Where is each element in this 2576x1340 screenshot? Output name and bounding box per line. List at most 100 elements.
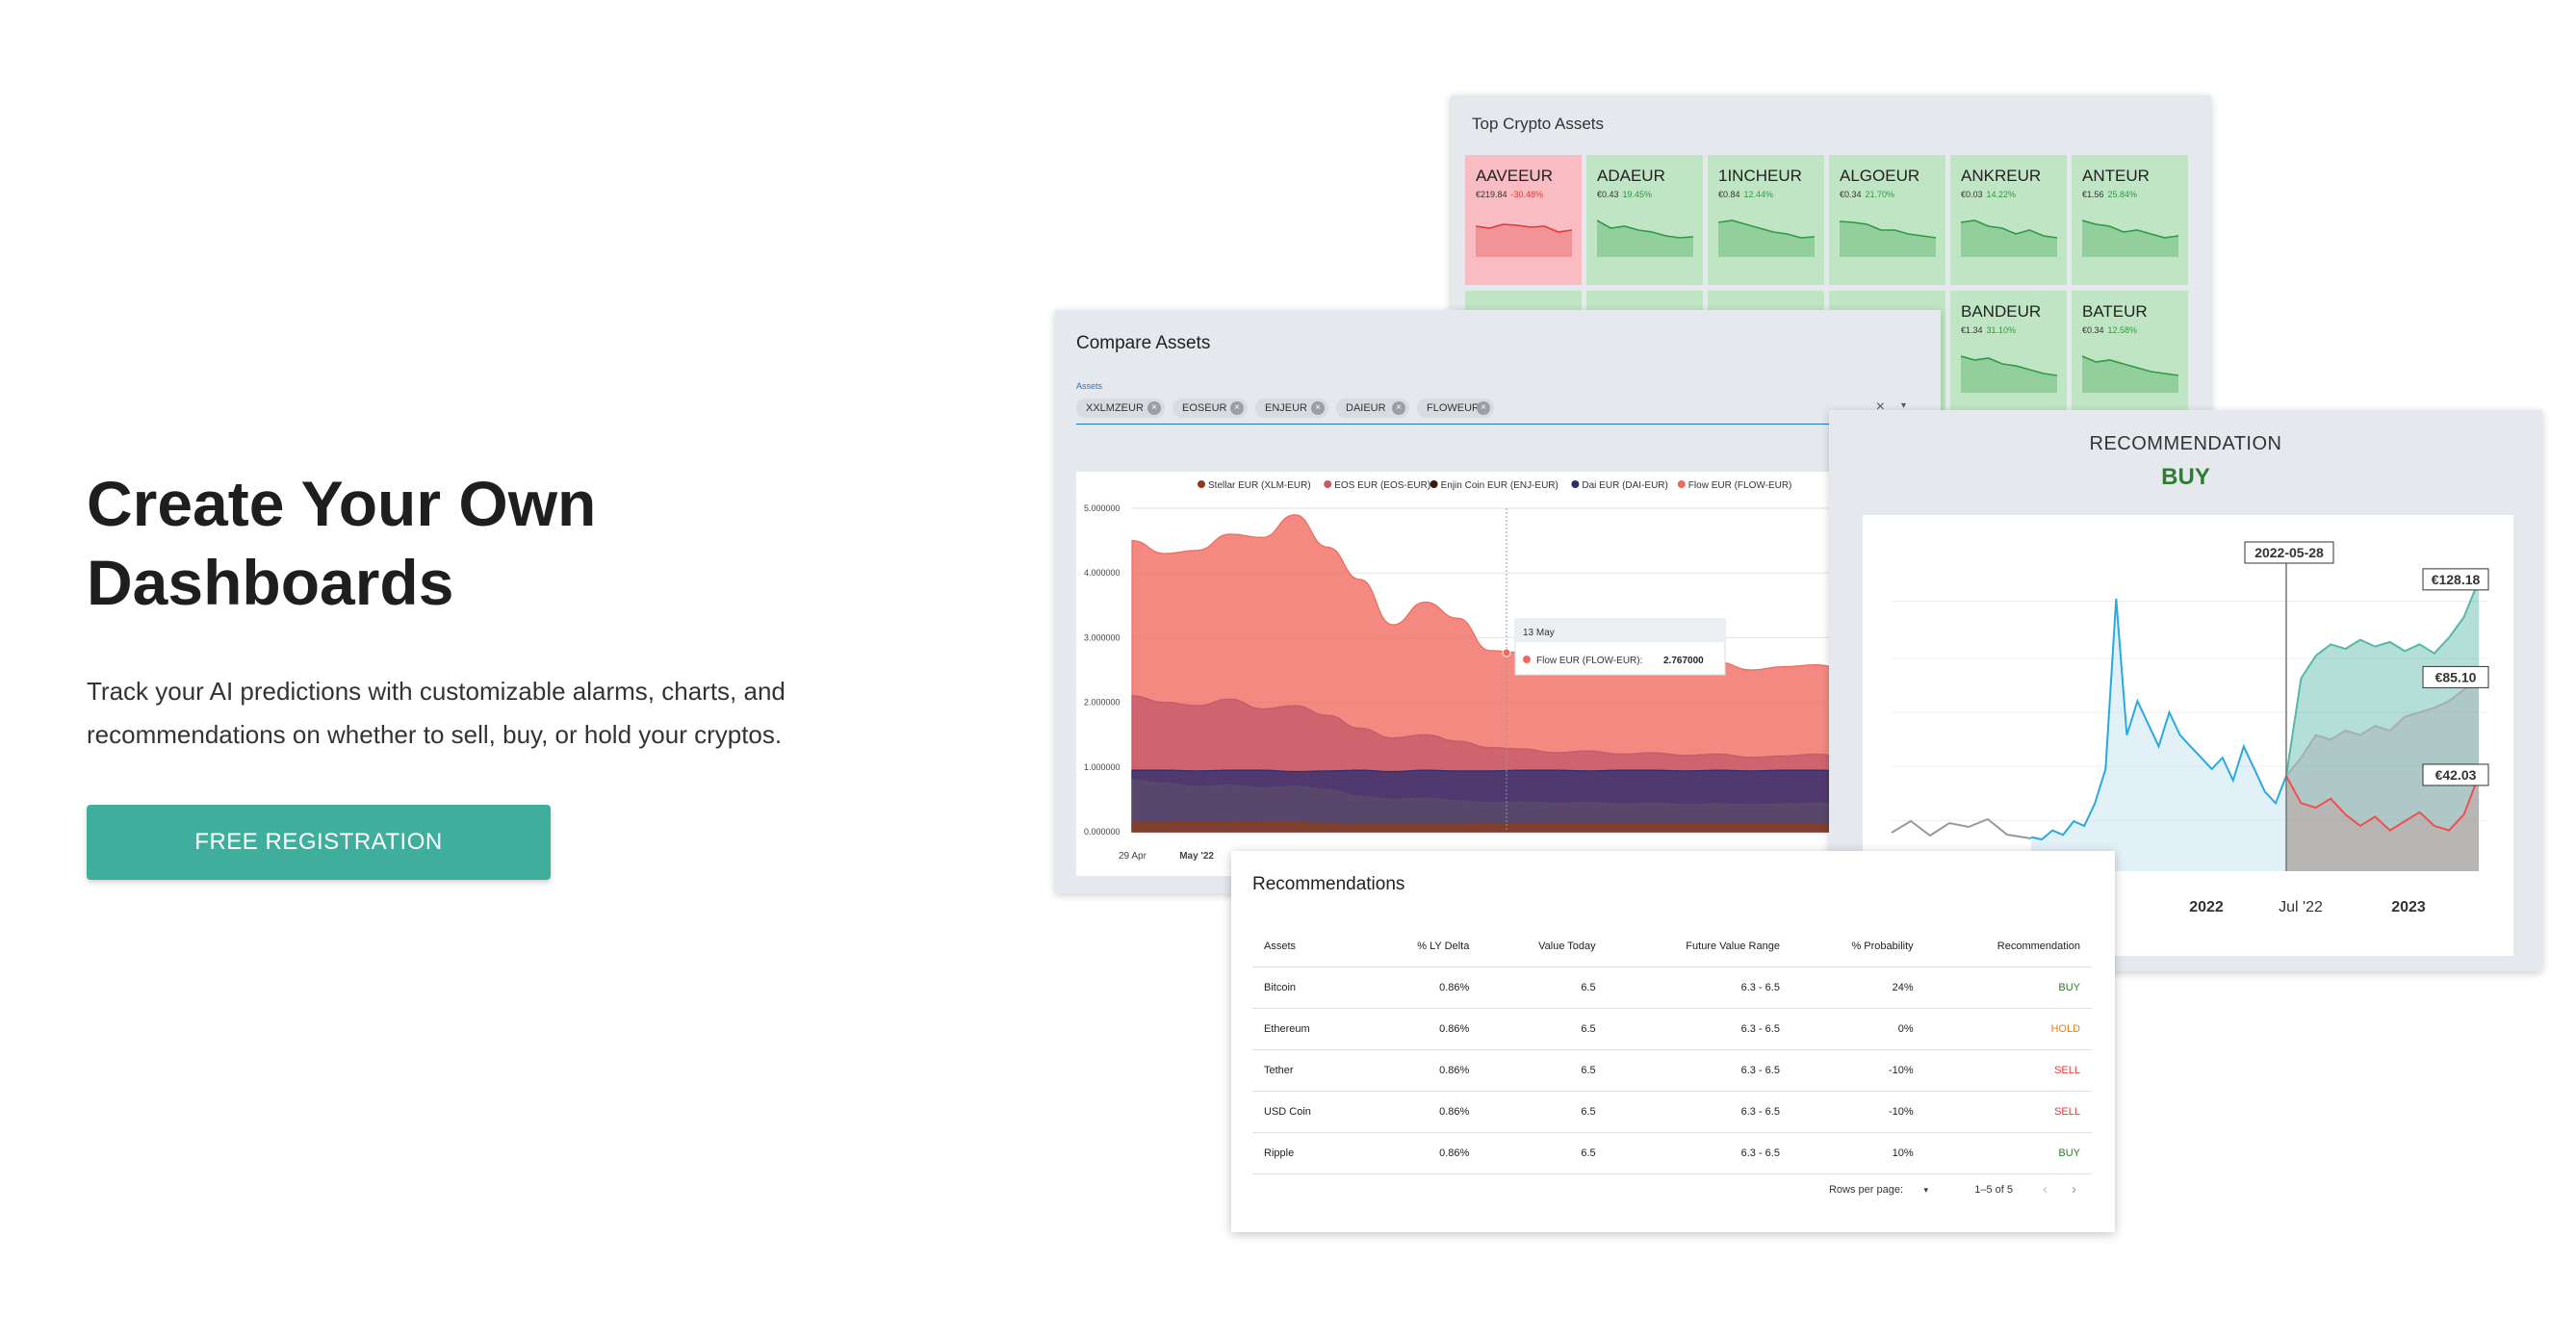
asset-tile[interactable]: ANTEUR €1.56 25.84%	[2072, 155, 2188, 285]
asset-chip[interactable]: XXLMZEUR ×	[1076, 399, 1165, 418]
cell-asset: USD Coin	[1252, 1091, 1363, 1133]
legend-label: Flow EUR (FLOW-EUR)	[1688, 480, 1792, 491]
sparkline-line	[1476, 223, 1572, 233]
cell-value-today: 6.5	[1481, 1091, 1608, 1133]
asset-tile[interactable]: BANDEUR €1.34 31.10%	[1950, 291, 2067, 421]
x-tick-label: 2023	[2391, 899, 2426, 915]
asset-chip-label: XXLMZEUR	[1086, 402, 1144, 414]
sparkline	[1961, 355, 2057, 393]
top-assets-title: Top Crypto Assets	[1472, 115, 1605, 133]
chip-remove-icon[interactable]: ×	[1392, 401, 1405, 415]
asset-chip-label: DAIEUR	[1346, 402, 1386, 414]
assets-select-field[interactable]: × ▾ XXLMZEUR × EOSEUR × ENJEUR × DAIEUR × FLOWEU…	[1076, 395, 1933, 425]
column-header[interactable]: Assets	[1252, 926, 1363, 967]
recommendation-panel: RECOMMENDATION BUY 2022-05-28 €128.18 €85.…	[1829, 410, 2542, 971]
free-registration-button[interactable]: FREE REGISTRATION	[87, 805, 551, 880]
cell-value-today: 6.5	[1481, 966, 1608, 1009]
chip-remove-icon[interactable]: ×	[1311, 401, 1325, 415]
sparkline-line	[1597, 219, 1693, 239]
chip-remove-icon[interactable]: ×	[1230, 401, 1244, 415]
legend-marker	[1677, 480, 1686, 488]
hero-title: Create Your Own Dashboards	[87, 464, 818, 622]
column-header[interactable]: % LY Delta	[1362, 926, 1481, 967]
recommendations-table: Assets% LY Delta Value Today Future Value …	[1252, 926, 2092, 1174]
asset-symbol: ANTEUR	[2082, 167, 2150, 185]
asset-change: 12.58%	[2107, 325, 2138, 335]
cell-asset: Ripple	[1252, 1132, 1363, 1174]
rows-per-page-label: Rows per page:	[1828, 1184, 1903, 1196]
history-grey-line	[1891, 817, 2032, 839]
asset-symbol: 1INCHEUR	[1718, 167, 1802, 185]
tooltip-date: 13 May	[1523, 628, 1555, 638]
date-marker-box	[2244, 541, 2334, 564]
asset-tile[interactable]: ADAEUR €0.43 19.45%	[1586, 155, 1703, 285]
asset-tile[interactable]: ANKREUR €0.03 14.22%	[1950, 155, 2067, 285]
forecast-label: €42.03	[2435, 767, 2477, 783]
asset-symbol: ADAEUR	[1597, 167, 1665, 185]
column-header[interactable]: Recommendation	[1924, 926, 2092, 967]
table-row[interactable]: Ripple 0.86% 6.5 6.3 - 6.5 10% BUY	[1252, 1132, 2092, 1174]
sparkline-line	[1840, 220, 1936, 239]
cell-recommendation: SELL	[1924, 1091, 2092, 1133]
asset-chip[interactable]: FLOWEUR ×	[1417, 399, 1494, 418]
cell-delta: 0.86%	[1362, 1008, 1481, 1050]
hero-description: Track your AI predictions with customiza…	[87, 670, 876, 757]
recommendations-title: Recommendations	[1252, 874, 1405, 894]
table-row[interactable]: Ethereum 0.86% 6.5 6.3 - 6.5 0% HOLD	[1252, 1008, 2092, 1050]
table-row[interactable]: USD Coin 0.86% 6.5 6.3 - 6.5 -10% SELL	[1252, 1091, 2092, 1133]
table-body: Bitcoin 0.86% 6.5 6.3 - 6.5 24% BUY Ethereum 0.…	[1252, 966, 2092, 1174]
x-tick-label: May '22	[1179, 851, 1214, 862]
column-header[interactable]: Future Value Range	[1607, 926, 1791, 967]
chip-remove-icon[interactable]: ×	[1147, 401, 1161, 415]
sparkline	[1476, 223, 1572, 257]
recommendation-value: BUY	[2161, 464, 2210, 490]
forecast-label-box	[2422, 665, 2489, 688]
clear-assets-icon[interactable]: ×	[1875, 399, 1885, 415]
forecast-label: €85.10	[2435, 669, 2477, 684]
asset-chip[interactable]: ENJEUR ×	[1255, 399, 1328, 418]
column-header[interactable]: Value Today	[1481, 926, 1608, 967]
table-header-row: Assets% LY Delta Value Today Future Value …	[1252, 926, 2092, 967]
column-header[interactable]: % Probability	[1790, 926, 1925, 967]
rows-per-page-select[interactable]: ▾	[1923, 1185, 1928, 1195]
forecast-high-area	[2286, 580, 2479, 871]
asset-tile[interactable]: BATEUR €0.34 12.58%	[2072, 291, 2188, 421]
cell-future-range: 6.3 - 6.5	[1607, 1049, 1791, 1092]
chevron-down-icon[interactable]: ▾	[1900, 400, 1906, 411]
asset-symbol: ANKREUR	[1961, 167, 2042, 185]
cell-delta: 0.86%	[1362, 1091, 1481, 1133]
x-tick-label: Jul '22	[2279, 899, 2323, 915]
asset-symbol: BANDEUR	[1961, 302, 2042, 321]
y-tick-label: 1.000000	[1084, 762, 1121, 772]
date-marker-label: 2022-05-28	[2254, 545, 2324, 560]
asset-tile[interactable]: 1INCHEUR €0.84 12.44%	[1708, 155, 1824, 285]
asset-price: €1.34 31.10%	[1961, 325, 2016, 335]
asset-price: €0.43 19.45%	[1597, 190, 1652, 199]
chip-remove-icon[interactable]: ×	[1477, 401, 1490, 415]
forecast-low-area	[2286, 775, 2479, 871]
sparkline-area	[1961, 220, 2057, 257]
table-row[interactable]: Bitcoin 0.86% 6.5 6.3 - 6.5 24% BUY	[1252, 966, 2092, 1009]
hero-title-line1: Create Your Own	[87, 468, 597, 539]
forecast-mid-line	[2285, 677, 2480, 777]
asset-tile[interactable]: ALGOEUR €0.34 21.70%	[1829, 155, 1945, 285]
asset-change: -30.48%	[1510, 190, 1544, 199]
asset-price-value: €0.34	[2082, 325, 2104, 335]
history-area	[2031, 599, 2286, 871]
cell-delta: 0.86%	[1362, 966, 1481, 1009]
table-row[interactable]: Tether 0.86% 6.5 6.3 - 6.5 -10% SELL	[1252, 1049, 2092, 1092]
legend-label: EOS EUR (EOS-EUR)	[1334, 480, 1430, 491]
asset-tile[interactable]: AAVEEUR €219.84 -30.48%	[1465, 155, 1582, 285]
next-page-icon[interactable]: ›	[2072, 1181, 2076, 1198]
asset-chip[interactable]: DAIEUR ×	[1336, 399, 1409, 418]
asset-price-value: €0.03	[1961, 190, 1983, 199]
hover-point	[1502, 648, 1511, 657]
asset-chip[interactable]: EOSEUR ×	[1172, 399, 1248, 418]
forecast-low-line	[2285, 775, 2480, 832]
asset-change: 14.22%	[1986, 190, 2017, 199]
sparkline	[1718, 219, 1815, 257]
cell-asset: Bitcoin	[1252, 966, 1363, 1009]
cell-recommendation: BUY	[1924, 966, 2092, 1009]
forecast-high-line	[2285, 580, 2480, 777]
prev-page-icon[interactable]: ‹	[2043, 1181, 2048, 1198]
